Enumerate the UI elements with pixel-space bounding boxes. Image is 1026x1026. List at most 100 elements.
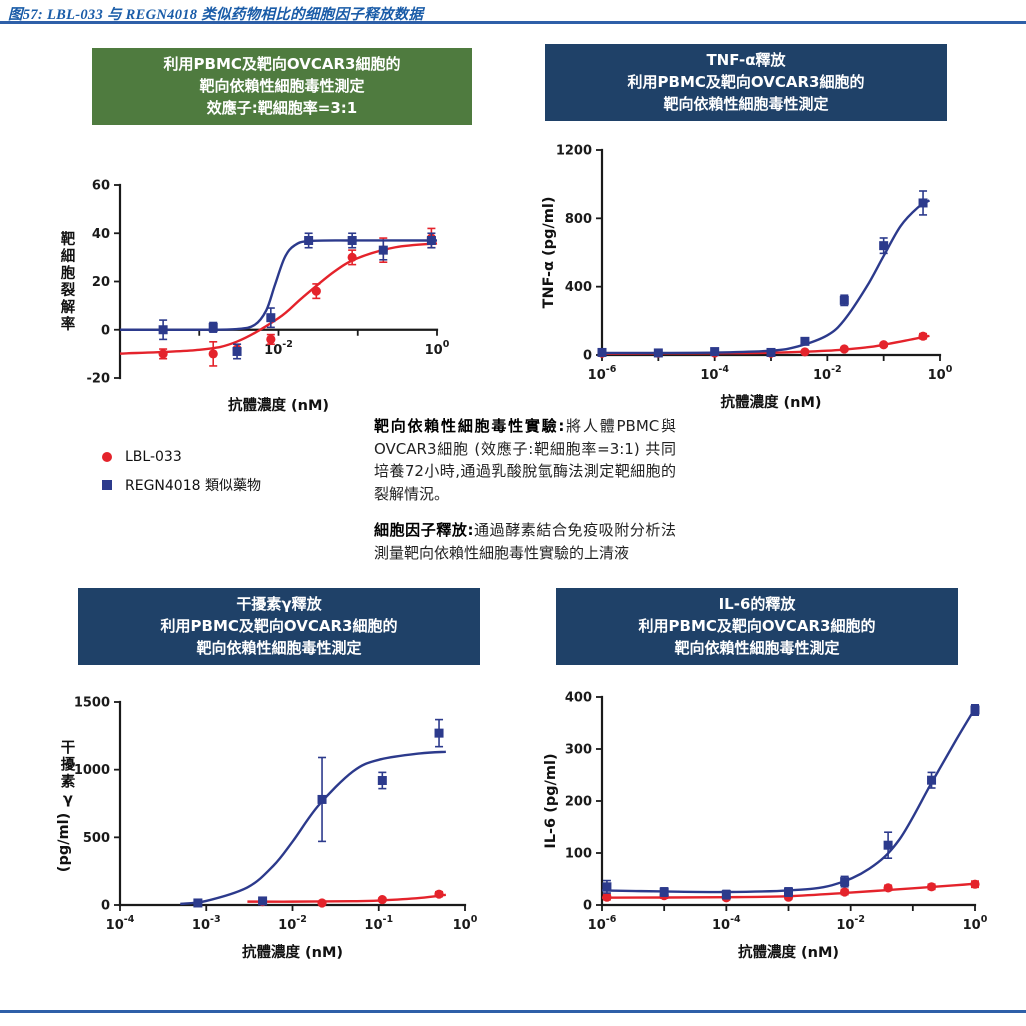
data-point (659, 887, 669, 897)
data-point (377, 894, 387, 905)
circle-marker-icon (102, 452, 112, 462)
data-point (839, 344, 849, 354)
panel-header-ifn-gamma: 干擾素γ釋放 利用PBMC及靶向OVCAR3細胞的 靶向依賴性細胞毒性測定 (78, 588, 480, 666)
tnf-alpha-chart: 0 400 800 1200 10-6 10-4 10-2 100 抗體濃度 (nM) TNF-α… (540, 118, 1010, 434)
data-point (304, 235, 314, 245)
data-point (918, 198, 928, 208)
data-point (266, 313, 276, 323)
y-tick-label: 100 (565, 847, 592, 862)
x-tick-label: 10-4 (700, 364, 729, 383)
series-REGN4018-類似藥物 (180, 718, 446, 908)
y-tick-label: 20 (92, 275, 110, 290)
y-tick-label: 40 (92, 227, 110, 242)
legend: LBL-033 REGN4018 類似藥物 (102, 449, 261, 505)
data-point (347, 252, 357, 262)
fit-curve (247, 893, 447, 903)
data-point (377, 775, 387, 785)
ifn-gamma-plot: 0 500 1000 1500 10-4 10-3 10-2 10-1 100 抗體濃度 (nM)… (56, 696, 478, 962)
header-line: 利用PBMC及靶向OVCAR3細胞的 (163, 55, 401, 73)
y-axis-title-units: (pg/ml) (56, 813, 72, 872)
y-tick-label: -20 (87, 372, 111, 387)
x-tick-label: 10-2 (836, 914, 865, 933)
data-point (926, 882, 937, 892)
note-cytokine: 細胞因子釋放:通過酵素結合免疫吸附分析法測量靶向依賴性細胞毒性實驗的上清液 (374, 519, 676, 564)
header-line: 靶向依賴性細胞毒性測定 (196, 638, 362, 657)
data-point (434, 889, 444, 899)
data-point (766, 347, 776, 357)
data-point (970, 879, 980, 889)
header-line: TNF-α釋放 (706, 51, 786, 69)
data-point (347, 235, 357, 245)
y-axis-title: 靶細胞裂解率 (60, 230, 76, 333)
data-point (721, 890, 731, 900)
legend-item: REGN4018 類似藥物 (102, 475, 261, 495)
fit-curve (119, 242, 438, 355)
data-point (193, 898, 203, 908)
y-tick-label: 400 (565, 280, 592, 295)
x-tick-label: 10-2 (278, 914, 307, 933)
x-axis-title: 抗體濃度 (nM) (720, 393, 821, 411)
note-lead: 細胞因子釋放: (374, 521, 474, 539)
panel-header-il6: IL-6的釋放 利用PBMC及靶向OVCAR3細胞的 靶向依賴性細胞毒性測定 (556, 588, 958, 666)
data-point (879, 340, 889, 350)
ifn-gamma-chart: 0 500 1000 1500 10-4 10-3 10-2 10-1 100 抗體濃度 (nM)… (42, 662, 497, 998)
data-point (317, 794, 327, 804)
note-lead: 靶向依賴性細胞毒性實驗: (374, 417, 565, 435)
cytotoxicity-plot: -20 0 20 40 60 10-2 100 抗體濃度 (nM) 靶細胞裂解率 (60, 179, 450, 415)
data-point (883, 883, 893, 893)
x-tick-label: 100 (453, 914, 478, 933)
header-line: 利用PBMC及靶向OVCAR3細胞的 (627, 72, 865, 91)
header-line: 效應子:靶細胞率=3:1 (206, 98, 358, 117)
x-tick-label: 10-4 (712, 914, 741, 933)
series-REGN4018-類似藥物 (597, 190, 931, 358)
data-point (784, 887, 793, 897)
header-line: 靶向依賴性細胞毒性測定 (674, 638, 840, 657)
tnf-alpha-plot: 0 400 800 1200 10-6 10-4 10-2 100 抗體濃度 (nM) TNF-α… (541, 144, 953, 412)
data-point (311, 286, 321, 296)
y-tick-label: 1200 (556, 144, 592, 159)
note-cytotoxicity: 靶向依賴性細胞毒性實驗:將人體PBMC與OVCAR3細胞 (效應子:靶細胞率=3… (374, 415, 676, 505)
data-point (258, 896, 268, 906)
data-point (602, 882, 612, 892)
bottom-divider (0, 1010, 1026, 1013)
data-point (434, 728, 444, 738)
data-point (883, 840, 893, 850)
data-point (840, 887, 850, 897)
y-tick-label: 800 (565, 212, 592, 227)
y-tick-label: 1000 (74, 763, 110, 778)
x-tick-label: 10-2 (264, 339, 293, 358)
y-tick-label: 400 (565, 691, 592, 706)
header-line: IL-6的釋放 (718, 595, 796, 613)
data-point (918, 331, 928, 341)
y-tick-label: 0 (583, 349, 592, 364)
x-tick-label: 10-6 (588, 914, 617, 933)
data-point (158, 349, 168, 359)
data-point (208, 322, 218, 332)
data-point (158, 325, 168, 335)
fit-curve (180, 750, 446, 906)
x-tick-label: 100 (425, 339, 450, 358)
data-point (653, 348, 663, 358)
x-tick-label: 10-1 (364, 914, 393, 933)
il6-plot: 0 100 200 300 400 10-6 10-4 10-2 100 抗體濃度 (nM) IL-… (543, 691, 988, 962)
x-tick-label: 100 (963, 914, 988, 933)
il6-chart: 0 100 200 300 400 10-6 10-4 10-2 100 抗體濃度 (nM) IL-… (540, 662, 1010, 998)
y-axis-title: TNF-α (pg/ml) (541, 197, 557, 309)
data-point (710, 347, 720, 357)
top-divider (0, 21, 1026, 24)
panel-header-tnf-alpha: TNF-α釋放 利用PBMC及靶向OVCAR3細胞的 靶向依賴性細胞毒性測定 (545, 44, 947, 122)
y-tick-label: 0 (583, 899, 592, 914)
note-text: 將人體PBMC與OVCAR3細胞 (效應子:靶細胞率=3:1) 共同培養72小時… (374, 417, 676, 503)
header-line: 靶向依賴性細胞毒性測定 (663, 94, 829, 113)
data-point (602, 892, 612, 902)
x-tick-label: 10-4 (106, 914, 135, 933)
y-tick-label: 0 (101, 899, 110, 914)
fit-curve (119, 239, 438, 332)
y-axis-title: IL-6 (pg/ml) (543, 753, 559, 848)
data-point (927, 775, 937, 785)
data-point (426, 235, 436, 245)
x-axis-title: 抗體濃度 (nM) (228, 396, 329, 414)
series-REGN4018-類似藥物 (119, 232, 438, 360)
x-tick-label: 100 (928, 364, 953, 383)
header-line: 靶向依賴性細胞毒性測定 (199, 76, 365, 95)
